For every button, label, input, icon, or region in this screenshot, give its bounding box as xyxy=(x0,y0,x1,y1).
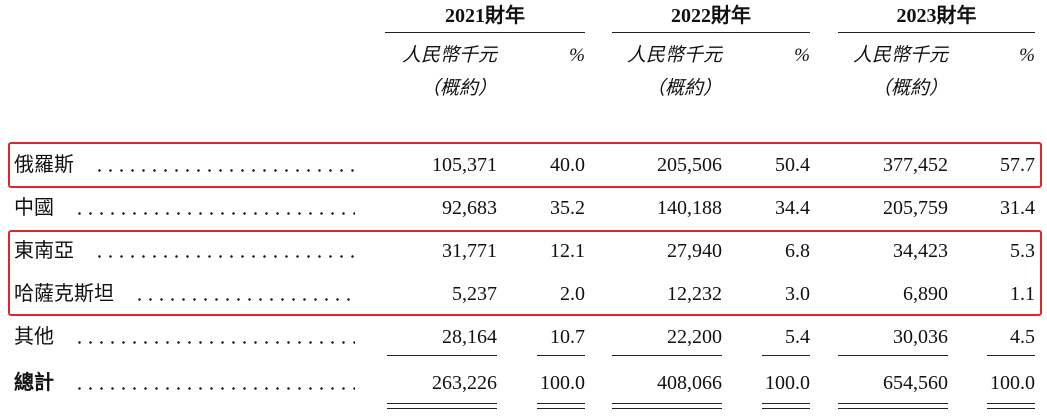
approx-label: （概約） xyxy=(420,78,497,99)
cell: 100.0 xyxy=(990,372,1035,394)
row-label: 中國 xyxy=(14,197,54,219)
row-label: 哈薩克斯坦 xyxy=(14,283,114,305)
cell: 12.1 xyxy=(550,240,585,262)
cell: 377,452 xyxy=(883,154,948,176)
cell: 5.4 xyxy=(785,326,810,348)
cell: 92,683 xyxy=(442,197,497,219)
year-header: 2021財年 xyxy=(445,5,525,27)
year-header: 2023財年 xyxy=(896,5,977,27)
cell: 408,066 xyxy=(657,372,722,394)
total-line xyxy=(387,403,497,404)
total-line xyxy=(612,408,722,409)
cell: 205,759 xyxy=(883,197,948,219)
leader-dots xyxy=(134,298,355,301)
row-label: 東南亞 xyxy=(14,240,74,262)
percent-label: % xyxy=(569,45,585,66)
cell: 5.3 xyxy=(1010,240,1035,262)
percent-label: % xyxy=(1019,45,1035,66)
header-underline xyxy=(838,32,1035,33)
cell: 28,164 xyxy=(442,326,497,348)
highlight-box xyxy=(8,230,1042,316)
cell: 30,036 xyxy=(893,326,948,348)
approx-label: （概約） xyxy=(871,78,948,99)
cell: 263,226 xyxy=(432,372,497,394)
cell: 140,188 xyxy=(657,197,722,219)
cell: 2.0 xyxy=(560,283,585,305)
cell: 100.0 xyxy=(765,372,810,394)
unit-label: 人民幣千元 xyxy=(852,45,948,66)
cell: 34,423 xyxy=(893,240,948,262)
cell: 5,237 xyxy=(452,283,497,305)
cell: 22,200 xyxy=(667,326,722,348)
cell: 100.0 xyxy=(540,372,585,394)
header-underline xyxy=(612,32,810,33)
cell: 6.8 xyxy=(785,240,810,262)
subtotal-line xyxy=(987,355,1035,356)
total-line xyxy=(987,408,1035,409)
cell: 654,560 xyxy=(883,372,948,394)
row-label: 其他 xyxy=(14,326,54,348)
total-line xyxy=(987,403,1035,404)
subtotal-line xyxy=(612,355,722,356)
total-line xyxy=(612,403,722,404)
cell: 27,940 xyxy=(667,240,722,262)
subtotal-line xyxy=(838,355,948,356)
total-line xyxy=(537,403,585,404)
cell: 3.0 xyxy=(785,283,810,305)
total-line xyxy=(838,408,948,409)
cell: 31.4 xyxy=(1000,197,1035,219)
header-underline xyxy=(385,32,585,33)
percent-label: % xyxy=(794,45,810,66)
cell: 40.0 xyxy=(550,154,585,176)
unit-label: 人民幣千元 xyxy=(401,45,497,66)
unit-label: 人民幣千元 xyxy=(626,45,722,66)
subtotal-line xyxy=(762,355,810,356)
cell: 10.7 xyxy=(550,326,585,348)
cell: 1.1 xyxy=(1010,283,1035,305)
cell: 205,506 xyxy=(657,154,722,176)
leader-dots xyxy=(94,255,355,258)
cell: 34.4 xyxy=(775,197,810,219)
row-label: 俄羅斯 xyxy=(14,154,74,176)
leader-dots xyxy=(74,212,355,215)
subtotal-line xyxy=(537,355,585,356)
cell: 4.5 xyxy=(1010,326,1035,348)
subtotal-line xyxy=(387,355,497,356)
cell: 50.4 xyxy=(775,154,810,176)
total-line xyxy=(838,403,948,404)
approx-label: （概約） xyxy=(645,78,722,99)
cell: 6,890 xyxy=(903,283,948,305)
cell: 57.7 xyxy=(1000,154,1035,176)
cell: 12,232 xyxy=(667,283,722,305)
cell: 31,771 xyxy=(442,240,497,262)
leader-dots xyxy=(74,341,355,344)
row-label: 總計 xyxy=(14,372,54,394)
year-header: 2022財年 xyxy=(671,5,751,27)
leader-dots xyxy=(74,387,355,390)
total-line xyxy=(387,408,497,409)
leader-dots xyxy=(94,169,355,172)
highlight-box xyxy=(8,142,1042,188)
total-line xyxy=(537,408,585,409)
total-line xyxy=(762,408,810,409)
total-line xyxy=(762,403,810,404)
cell: 105,371 xyxy=(432,154,497,176)
cell: 35.2 xyxy=(550,197,585,219)
